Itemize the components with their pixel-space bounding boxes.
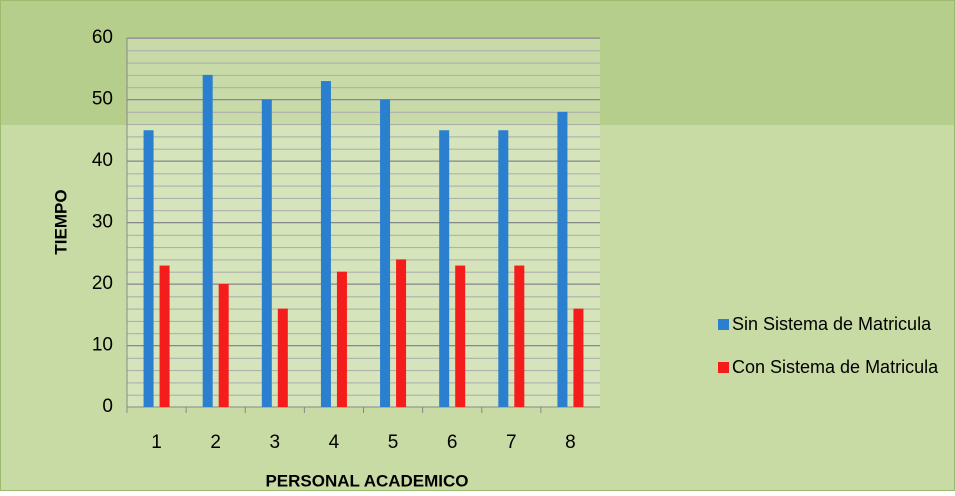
bar [218,284,229,407]
y-tick-label: 10 [92,335,113,356]
bar [573,308,584,407]
legend-swatch [718,319,729,330]
bar [261,99,272,407]
bar [320,81,331,408]
bar [498,130,509,407]
bar [557,111,568,408]
y-tick-label: 50 [92,89,113,110]
x-tick-label: 3 [270,432,281,453]
y-tick-label: 20 [92,273,113,294]
bar [336,271,347,407]
x-tick-label: 7 [506,432,517,453]
y-tick-label: 60 [92,27,113,48]
x-tick-label: 5 [388,432,399,453]
bar [380,99,391,407]
bar [159,265,170,407]
bar [396,259,407,407]
bar [143,130,154,407]
x-tick-label: 6 [447,432,458,453]
legend-label: Con Sistema de Matricula [732,357,939,377]
y-tick-label: 40 [92,150,113,171]
x-axis-title: PERSONAL ACADEMICO [265,471,468,490]
legend-swatch [718,362,729,373]
x-tick-label: 4 [329,432,340,453]
y-tick-label: 30 [92,212,113,233]
y-axis-title: TIEMPO [51,189,70,254]
bar [202,74,213,408]
bar [277,308,288,407]
x-tick-label: 8 [565,432,576,453]
x-tick-label: 1 [151,432,162,453]
bar [455,265,466,407]
bar [514,265,525,407]
legend-label: Sin Sistema de Matricula [732,314,932,334]
bar [439,130,450,407]
y-tick-label: 0 [102,396,113,417]
x-tick-label: 2 [210,432,221,453]
